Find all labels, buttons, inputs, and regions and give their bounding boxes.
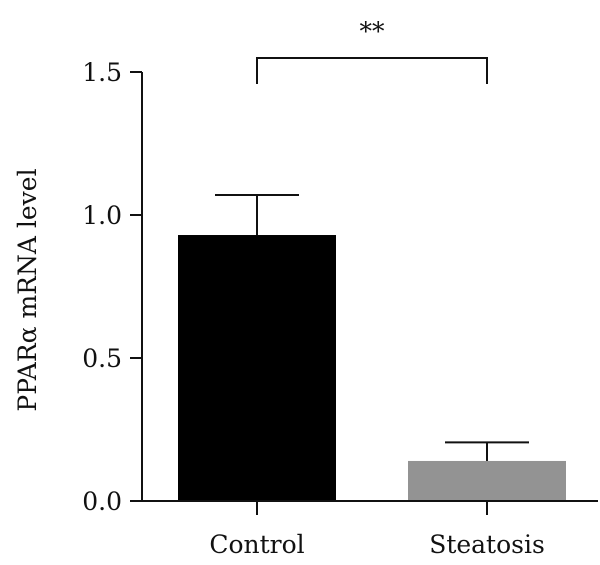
y-tick-label: 1.0 — [82, 201, 122, 230]
error-bars — [215, 193, 529, 461]
x-axis-ticks: Control Steatosis — [209, 501, 545, 559]
bars — [178, 235, 566, 501]
y-axis-label: PPARα mRNA level — [13, 168, 42, 411]
y-tick-label: 0.0 — [82, 487, 122, 516]
y-tick-label: 0.5 — [82, 344, 122, 373]
y-axis-ticks: 0.0 0.5 1.0 1.5 — [82, 58, 142, 516]
bar-steatosis — [408, 460, 566, 501]
bar-control — [178, 235, 336, 501]
axes — [141, 72, 598, 502]
significance-label: ** — [360, 17, 386, 46]
x-tick-label: Control — [209, 530, 304, 559]
x-tick-label: Steatosis — [429, 530, 545, 559]
y-tick-label: 1.5 — [82, 58, 122, 87]
significance-bracket: ** — [256, 17, 488, 84]
significance-line — [256, 57, 488, 84]
